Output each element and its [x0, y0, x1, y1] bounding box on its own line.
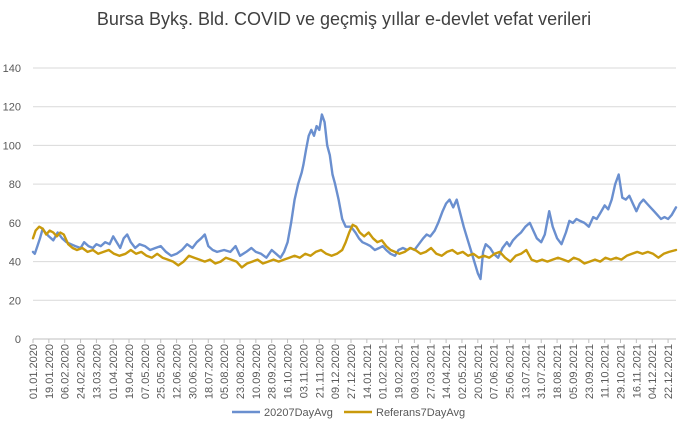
- x-tick-label: 23.09.2021: [584, 344, 596, 399]
- y-tick-label: 60: [9, 218, 21, 230]
- x-tick-label: 11.10.2021: [600, 344, 612, 398]
- x-tick-label: 27.12.2020: [346, 344, 358, 399]
- x-tick-label: 31.07.2021: [536, 344, 548, 399]
- x-tick-label: 09.12.2020: [330, 344, 342, 399]
- y-tick-label: 40: [9, 257, 21, 269]
- x-tick-label: 30.06.2020: [187, 344, 199, 399]
- x-tick-label: 05.08.2020: [219, 344, 231, 399]
- y-tick-label: 80: [9, 179, 21, 191]
- x-tick-label: 18.08.2021: [552, 344, 564, 399]
- x-tick-label: 14.04.2021: [441, 344, 453, 399]
- series-lines: [31, 113, 678, 281]
- x-tick-label: 05.09.2021: [568, 344, 580, 399]
- x-tick-label: 01.01.2020: [28, 344, 40, 399]
- x-tick-label: 03.11.2020: [298, 344, 310, 398]
- legend-label: Referans7DayAvg: [376, 407, 465, 419]
- legend-label: 20207DayAvg: [264, 407, 333, 419]
- x-tick-label: 13.03.2020: [91, 344, 103, 399]
- x-tick-label: 19.01.2020: [44, 344, 56, 399]
- x-tick-label: 23.08.2020: [235, 344, 247, 399]
- x-tick-label: 25.05.2020: [156, 344, 168, 399]
- x-tick-label: 16.11.2021: [631, 344, 643, 398]
- x-tick-label: 07.06.2021: [489, 344, 501, 399]
- legend: 20207DayAvg Referans7DayAvg: [232, 407, 465, 419]
- x-tick-label: 02.05.2021: [457, 344, 469, 399]
- x-tick-label: 01.02.2021: [378, 344, 390, 399]
- x-tick-label: 19.04.2020: [124, 344, 136, 399]
- x-tick-label: 28.09.2020: [267, 344, 279, 399]
- x-tick-label: 01.04.2020: [108, 344, 120, 399]
- y-tick-label: 20: [9, 295, 21, 307]
- x-tick-label: 10.09.2020: [251, 344, 263, 399]
- x-tick-label: 09.03.2021: [409, 344, 421, 399]
- x-tick-label: 04.12.2021: [647, 344, 659, 399]
- x-tick-label: 16.10.2020: [283, 344, 295, 399]
- x-tick-label: 20.05.2021: [473, 344, 485, 399]
- x-tick-label: 14.01.2021: [362, 344, 374, 399]
- y-tick-label: 140: [3, 63, 21, 75]
- x-tick-label: 19.02.2021: [394, 344, 406, 399]
- x-tick-label: 25.06.2021: [505, 344, 517, 399]
- x-tick-label: 21.11.2020: [314, 344, 326, 398]
- x-tick-label: 27.03.2021: [425, 344, 437, 399]
- x-tick-label: 07.05.2020: [140, 344, 152, 399]
- series-line-primary: [31, 113, 678, 281]
- series-line-reference: [31, 223, 678, 269]
- gridlines: [33, 67, 676, 340]
- x-tick-label: 29.10.2021: [616, 344, 628, 399]
- y-axis-ticks: 0 20 40 60 80 100 120 140: [3, 63, 21, 346]
- y-tick-label: 0: [15, 334, 21, 346]
- x-tick-label: 12.06.2020: [172, 344, 184, 399]
- chart-title: Bursa Bykş. Bld. COVID ve geçmiş yıllar …: [96, 9, 592, 29]
- x-tick-label: 18.07.2020: [203, 344, 215, 399]
- x-tick-label: 24.02.2020: [76, 344, 88, 399]
- x-axis-ticks: 01.01.2020 19.01.2020 06.02.2020 24.02.2020…: [28, 339, 675, 399]
- x-tick-label: 06.02.2020: [60, 344, 72, 399]
- y-tick-label: 120: [3, 102, 21, 114]
- y-tick-label: 100: [3, 140, 21, 152]
- x-tick-label: 13.07.2021: [520, 344, 532, 399]
- x-tick-label: 22.12.2021: [663, 344, 675, 399]
